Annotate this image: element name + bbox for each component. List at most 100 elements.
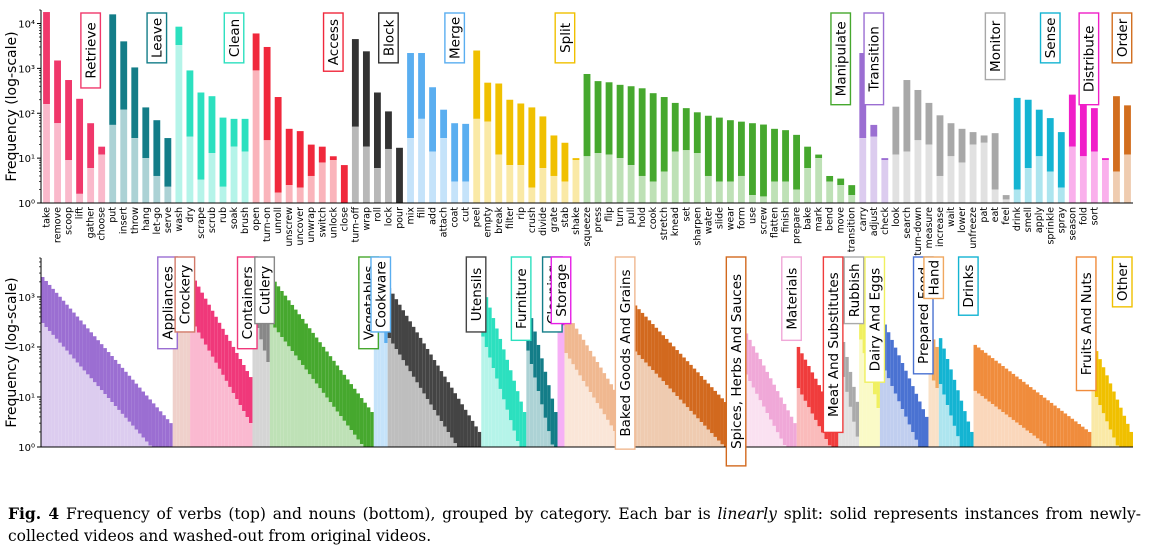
bar-original bbox=[749, 195, 756, 203]
bar-new bbox=[1115, 399, 1120, 446]
bar-new bbox=[640, 312, 645, 359]
bar-original bbox=[120, 413, 125, 447]
bar-original bbox=[314, 383, 319, 447]
x-tick-label: unscrew bbox=[284, 207, 295, 247]
category-label: Drinks bbox=[961, 265, 977, 308]
bar-original bbox=[668, 388, 672, 447]
category-box bbox=[254, 256, 276, 325]
bar-new bbox=[1113, 96, 1120, 172]
bar-new bbox=[692, 368, 697, 415]
bar-original bbox=[41, 323, 45, 447]
category-box bbox=[1039, 12, 1061, 64]
bar-new bbox=[977, 347, 981, 394]
category-box bbox=[781, 256, 802, 342]
bar-original bbox=[1039, 441, 1043, 447]
category-box bbox=[614, 256, 636, 450]
x-tick-label: gather bbox=[86, 207, 97, 238]
bar-new bbox=[921, 409, 925, 447]
bar-new bbox=[214, 316, 218, 363]
bar-new bbox=[892, 106, 900, 155]
bar-original bbox=[176, 318, 180, 447]
bar-new bbox=[296, 131, 304, 188]
bar-original bbox=[301, 364, 305, 447]
bar-new bbox=[287, 300, 291, 347]
bar-new bbox=[65, 80, 72, 161]
bar-new bbox=[418, 53, 425, 119]
x-tick-label: apply bbox=[1034, 207, 1045, 234]
bar-new bbox=[318, 342, 322, 389]
category-box bbox=[864, 256, 886, 383]
category-box bbox=[822, 256, 844, 434]
bar-original bbox=[65, 350, 69, 447]
bar-new bbox=[815, 154, 823, 159]
bar-new bbox=[68, 308, 73, 355]
x-tick-label: wash bbox=[174, 207, 185, 232]
bar-new bbox=[893, 347, 898, 394]
bar-original bbox=[418, 118, 425, 203]
bar-new bbox=[738, 121, 745, 176]
bar-new bbox=[817, 385, 821, 427]
bar-original bbox=[529, 364, 534, 447]
bar-original bbox=[886, 378, 891, 447]
bar-original bbox=[935, 388, 939, 447]
bar-new bbox=[1122, 415, 1127, 447]
x-tick-label: slide bbox=[714, 207, 725, 229]
bar-new bbox=[422, 343, 426, 394]
bar-original bbox=[287, 346, 291, 447]
y-tick-label: 10³ bbox=[18, 64, 35, 75]
bar-new bbox=[963, 411, 967, 447]
bar-new bbox=[644, 316, 648, 363]
x-tick-label: take bbox=[42, 207, 53, 228]
bar-original bbox=[235, 399, 239, 447]
bar-new bbox=[814, 378, 818, 420]
x-tick-label: hold bbox=[637, 207, 648, 228]
bar-original bbox=[848, 195, 856, 203]
bar-original bbox=[75, 362, 80, 447]
bar-new bbox=[807, 366, 811, 408]
x-tick-label: mark bbox=[814, 207, 825, 232]
x-tick-label: empty bbox=[483, 207, 494, 238]
bar-new bbox=[362, 51, 370, 147]
bar-new bbox=[231, 346, 236, 393]
bar-original bbox=[276, 332, 281, 447]
bar-new bbox=[969, 132, 977, 145]
bar-original bbox=[141, 437, 145, 447]
bar-original bbox=[859, 138, 867, 203]
category-box bbox=[146, 12, 168, 64]
bar-original bbox=[772, 425, 776, 447]
y-axis-label: Frequency (log-scale) bbox=[4, 31, 20, 181]
x-tick-label: pull bbox=[626, 207, 637, 224]
bar-original bbox=[1108, 429, 1113, 447]
bar-new bbox=[748, 339, 752, 382]
bar-original bbox=[762, 406, 766, 447]
bar-new bbox=[522, 412, 527, 447]
bar-new bbox=[110, 356, 114, 403]
bar-new bbox=[848, 185, 856, 196]
bar-new bbox=[131, 379, 135, 426]
bar-original bbox=[280, 337, 284, 447]
bar-new bbox=[651, 324, 655, 371]
bar-new bbox=[588, 350, 593, 393]
bar-new bbox=[58, 296, 62, 343]
x-tick-label: close bbox=[339, 207, 350, 232]
bar-original bbox=[1022, 427, 1026, 447]
bar-original bbox=[1090, 151, 1098, 203]
bar-new bbox=[1068, 94, 1076, 147]
bar-new bbox=[571, 323, 575, 365]
bar-new bbox=[407, 53, 414, 139]
category-label: Sense bbox=[1043, 18, 1059, 59]
bar-original bbox=[581, 380, 586, 447]
bar-new bbox=[61, 300, 66, 347]
bar-new bbox=[1129, 431, 1133, 447]
bar-new bbox=[897, 355, 901, 402]
bar-original bbox=[351, 126, 359, 203]
category-label: Order bbox=[1115, 18, 1131, 57]
bar-original bbox=[606, 419, 610, 447]
bar-original bbox=[164, 186, 172, 203]
bar-original bbox=[1046, 171, 1054, 203]
x-tick-label: insert bbox=[119, 207, 130, 234]
bar-original bbox=[332, 406, 336, 447]
bar-new bbox=[786, 410, 790, 447]
bar-new bbox=[583, 73, 591, 157]
bar-original bbox=[502, 399, 506, 447]
